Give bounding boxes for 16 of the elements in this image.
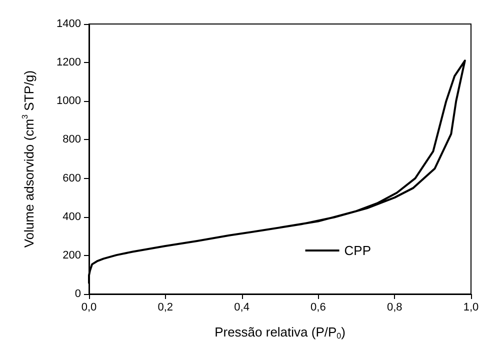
x-tick-label: 0,2 <box>158 302 174 314</box>
y-axis-title: Volume adsorvido (cm3 STP/g) <box>20 70 36 248</box>
y-tick-label: 0 <box>74 288 81 300</box>
x-tick-label: 0,6 <box>310 302 326 314</box>
y-tick-label: 1000 <box>56 95 81 108</box>
x-tick-label: 1,0 <box>463 302 479 314</box>
x-tick-label: 0,8 <box>386 302 402 314</box>
x-tick-label: 0,0 <box>81 302 97 314</box>
y-tick-label: 800 <box>62 134 81 146</box>
y-tick-label: 200 <box>62 249 81 262</box>
legend-label: CPP <box>344 243 372 258</box>
y-tick-label: 400 <box>62 210 81 223</box>
y-tick-label: 1200 <box>56 56 81 69</box>
y-tick-label: 600 <box>62 172 81 184</box>
x-tick-label: 0,4 <box>234 302 250 314</box>
y-tick-label: 1400 <box>56 18 81 30</box>
